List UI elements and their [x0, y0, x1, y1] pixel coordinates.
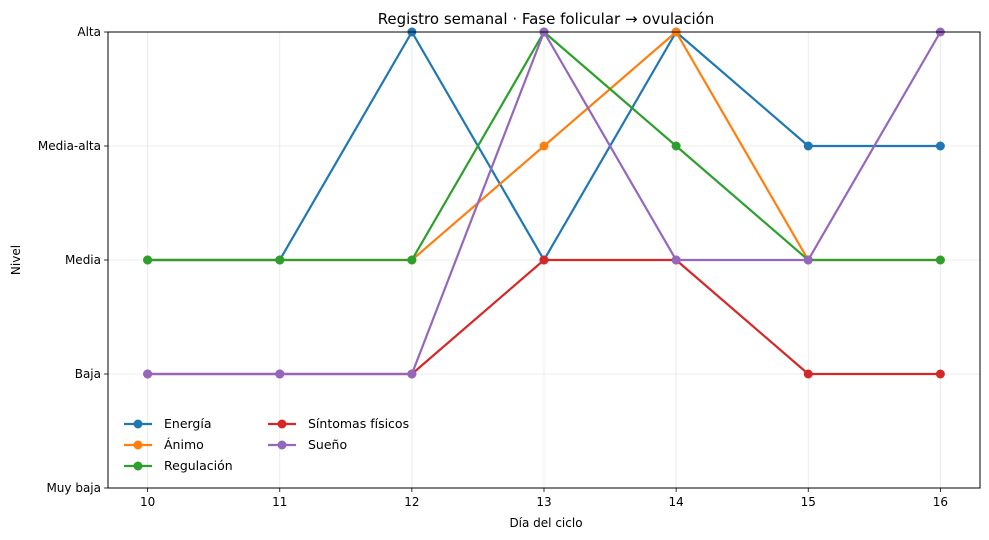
data-point — [143, 255, 153, 265]
data-point — [539, 255, 549, 265]
legend-marker — [133, 461, 143, 471]
legend-marker — [133, 419, 143, 429]
legend-label: Síntomas físicos — [308, 416, 409, 431]
legend-label: Ánimo — [164, 437, 204, 452]
y-axis-label: Nivel — [9, 245, 23, 275]
x-tick-label: 16 — [933, 495, 948, 509]
data-point — [143, 369, 153, 379]
y-axis: Muy baja Baja Media Media-alta Alta — [38, 25, 108, 495]
data-point — [935, 255, 945, 265]
legend: Energía Ánimo Regulación Síntomas físicos Su… — [124, 416, 409, 473]
data-point — [671, 141, 681, 151]
x-tick-label: 11 — [272, 495, 287, 509]
x-axis-label: Día del ciclo — [509, 516, 582, 530]
legend-item: Síntomas físicos — [268, 416, 409, 431]
data-point — [539, 141, 549, 151]
data-point — [407, 369, 417, 379]
x-axis: 10 11 12 13 14 15 16 — [140, 488, 948, 509]
legend-item: Regulación — [124, 458, 233, 473]
legend-label: Energía — [164, 416, 212, 431]
legend-item: Sueño — [268, 437, 347, 452]
data-point — [935, 141, 945, 151]
y-tick-label: Alta — [77, 25, 101, 39]
y-tick-label: Muy baja — [46, 481, 101, 495]
x-tick-label: 12 — [404, 495, 419, 509]
y-tick-label: Media-alta — [38, 139, 101, 153]
legend-item: Ánimo — [124, 437, 204, 452]
legend-marker — [277, 419, 287, 429]
x-tick-label: 15 — [801, 495, 816, 509]
x-tick-label: 10 — [140, 495, 155, 509]
legend-marker — [277, 440, 287, 450]
chart-title: Registro semanal · Fase folicular → ovul… — [378, 10, 715, 28]
data-point — [407, 255, 417, 265]
legend-label: Sueño — [308, 437, 347, 452]
data-point — [803, 141, 813, 151]
data-point — [671, 255, 681, 265]
y-tick-label: Baja — [75, 367, 101, 381]
legend-item: Energía — [124, 416, 212, 431]
legend-marker — [133, 440, 143, 450]
y-tick-label: Media — [65, 253, 101, 267]
data-point — [275, 369, 285, 379]
data-point — [275, 255, 285, 265]
x-tick-label: 14 — [668, 495, 683, 509]
data-point — [803, 369, 813, 379]
x-tick-label: 13 — [536, 495, 551, 509]
data-point — [803, 255, 813, 265]
legend-label: Regulación — [164, 458, 233, 473]
data-point — [935, 369, 945, 379]
